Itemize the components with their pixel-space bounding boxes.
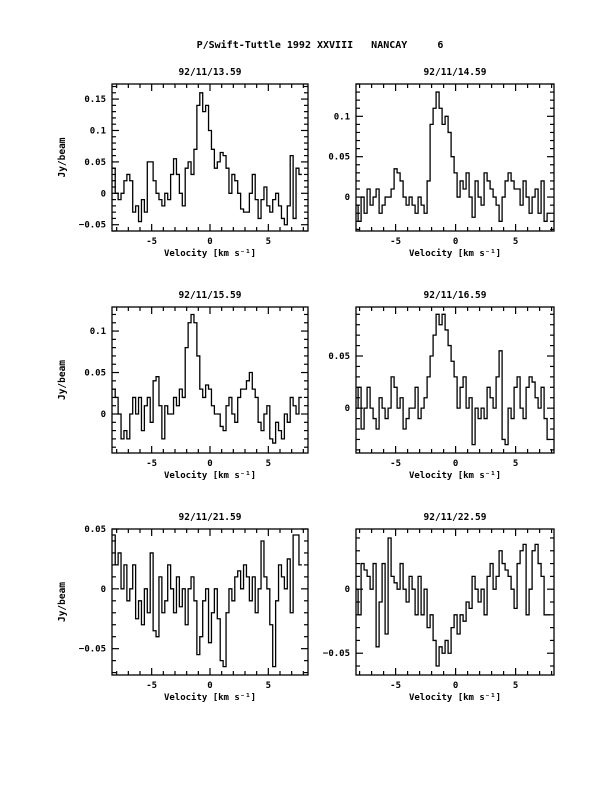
y-tick-label: 0.1 xyxy=(90,327,106,337)
x-tick-label: 0 xyxy=(207,681,212,691)
y-tick-label: 0 xyxy=(345,585,350,595)
spectrum-panel-6: 92/11/22.59 Velocity [km s⁻¹] -5 0 5 −0.05 0 xyxy=(323,512,555,703)
spectrum-panel-1: 92/11/13.59 Velocity [km s⁻¹] Jy/beam -5 0 5 −… xyxy=(57,67,309,259)
y-tick-label: 0.05 xyxy=(84,369,106,379)
plot-frame xyxy=(355,306,555,454)
y-axis-label: Jy/beam xyxy=(57,582,68,622)
panel-title: 92/11/16.59 xyxy=(424,290,487,301)
x-tick-label: -5 xyxy=(390,681,401,691)
spectrum-panel-3: 92/11/15.59 Velocity [km s⁻¹] Jy/beam -5 0 5 0… xyxy=(57,290,309,481)
x-tick-label: 5 xyxy=(513,459,518,469)
figure-title: P/Swift-Tuttle 1992 XXVIII NANCAY 6 xyxy=(197,39,444,51)
x-tick-label: 5 xyxy=(266,681,271,691)
y-tick-label: 0.15 xyxy=(84,95,106,105)
plot-frame xyxy=(111,528,309,676)
x-tick-label: 5 xyxy=(266,459,271,469)
spectrum-panel-5: 92/11/21.59 Velocity [km s⁻¹] Jy/beam -5 0 5 −… xyxy=(57,512,309,703)
x-axis-label: Velocity [km s⁻¹] xyxy=(409,248,501,259)
y-tick-label: 0.05 xyxy=(84,158,106,168)
plot-frame xyxy=(355,528,555,676)
spectrum-line xyxy=(356,313,551,446)
x-axis-label: Velocity [km s⁻¹] xyxy=(409,692,501,703)
y-tick-label: 0 xyxy=(345,193,350,203)
y-tick-label: 0 xyxy=(345,404,350,414)
x-tick-label: 5 xyxy=(513,237,518,247)
plot-frame xyxy=(111,83,309,232)
x-axis-label: Velocity [km s⁻¹] xyxy=(164,248,256,259)
y-axis-label: Jy/beam xyxy=(57,137,68,177)
x-tick-label: -5 xyxy=(390,459,401,469)
x-tick-label: -5 xyxy=(146,237,157,247)
plot-frame xyxy=(355,83,555,232)
y-tick-label: 0.05 xyxy=(328,352,350,362)
x-tick-label: 0 xyxy=(453,459,458,469)
y-tick-label: 0.1 xyxy=(334,112,350,122)
y-tick-label: −0.05 xyxy=(79,221,106,231)
spectrum-panel-2: 92/11/14.59 Velocity [km s⁻¹] -5 0 5 0 0.05 0.1 xyxy=(328,67,555,259)
panel-title: 92/11/22.59 xyxy=(424,512,487,523)
x-tick-label: 0 xyxy=(207,237,212,247)
y-tick-label: 0.05 xyxy=(328,153,350,163)
spectrum-line xyxy=(112,313,302,444)
y-tick-label: −0.05 xyxy=(323,649,350,659)
x-tick-label: -5 xyxy=(390,237,401,247)
spectrum-line xyxy=(112,534,302,668)
y-tick-label: 0.05 xyxy=(84,525,106,535)
x-axis-label: Velocity [km s⁻¹] xyxy=(164,470,256,481)
spectrum-line xyxy=(356,91,551,222)
x-tick-label: 5 xyxy=(513,681,518,691)
x-axis-label: Velocity [km s⁻¹] xyxy=(409,470,501,481)
x-tick-label: 0 xyxy=(453,681,458,691)
y-tick-label: 0.1 xyxy=(90,126,106,136)
panel-title: 92/11/14.59 xyxy=(424,67,487,78)
plot-frame xyxy=(111,306,309,454)
y-tick-label: 0 xyxy=(101,410,106,420)
x-tick-label: 5 xyxy=(266,237,271,247)
y-tick-label: 0 xyxy=(101,189,106,199)
panel-title: 92/11/13.59 xyxy=(179,67,242,78)
y-tick-label: −0.05 xyxy=(79,645,106,655)
spectrum-panel-4: 92/11/16.59 Velocity [km s⁻¹] -5 0 5 0 0.05 xyxy=(328,290,555,481)
spectrum-line xyxy=(112,92,302,226)
panel-title: 92/11/15.59 xyxy=(179,290,242,301)
y-tick-label: 0 xyxy=(101,585,106,595)
panel-title: 92/11/21.59 xyxy=(179,512,242,523)
spectrum-line xyxy=(356,537,551,667)
y-axis-label: Jy/beam xyxy=(57,360,68,400)
x-tick-label: -5 xyxy=(146,681,157,691)
x-tick-label: 0 xyxy=(453,237,458,247)
x-tick-label: 0 xyxy=(207,459,212,469)
x-axis-label: Velocity [km s⁻¹] xyxy=(164,692,256,703)
x-tick-label: -5 xyxy=(146,459,157,469)
